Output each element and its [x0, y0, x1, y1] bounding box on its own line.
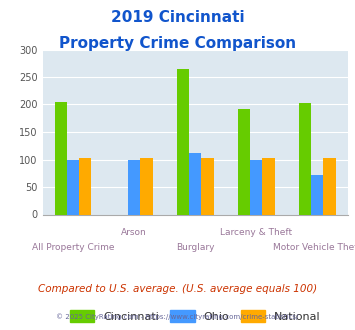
Bar: [128, 159, 140, 214]
Bar: [250, 159, 262, 214]
Bar: [189, 153, 201, 215]
Text: 2019 Cincinnati: 2019 Cincinnati: [111, 10, 244, 25]
Bar: [55, 102, 67, 214]
Text: © 2025 CityRating.com - https://www.cityrating.com/crime-statistics/: © 2025 CityRating.com - https://www.city…: [56, 314, 299, 320]
Text: Burglary: Burglary: [176, 243, 214, 251]
Bar: [299, 103, 311, 214]
Bar: [311, 175, 323, 214]
Text: Larceny & Theft: Larceny & Theft: [220, 228, 293, 237]
Text: Compared to U.S. average. (U.S. average equals 100): Compared to U.S. average. (U.S. average …: [38, 284, 317, 294]
Bar: [238, 109, 250, 214]
Text: Property Crime Comparison: Property Crime Comparison: [59, 36, 296, 51]
Bar: [140, 158, 153, 215]
Bar: [177, 69, 189, 214]
Bar: [67, 159, 79, 214]
Bar: [262, 158, 275, 215]
Text: Arson: Arson: [121, 228, 147, 237]
Bar: [323, 158, 336, 215]
Bar: [79, 158, 92, 215]
Legend: Cincinnati, Ohio, National: Cincinnati, Ohio, National: [66, 306, 325, 326]
Text: Motor Vehicle Theft: Motor Vehicle Theft: [273, 243, 355, 251]
Text: All Property Crime: All Property Crime: [32, 243, 114, 251]
Bar: [201, 158, 214, 215]
